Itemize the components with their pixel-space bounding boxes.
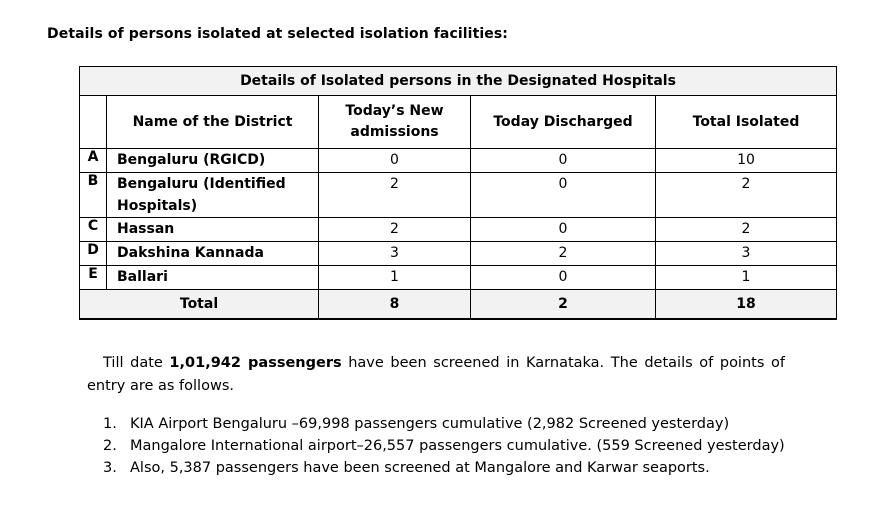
district-name: Dakshina Kannada xyxy=(106,241,319,266)
discharged-value: 0 xyxy=(470,265,656,290)
table-header-row: Name of the District Today’s New admissi… xyxy=(79,95,837,149)
discharged-value: 0 xyxy=(470,217,656,242)
discharged-value: 0 xyxy=(470,172,656,218)
district-name: Hassan xyxy=(106,217,319,242)
row-letter: E xyxy=(79,265,107,290)
discharged-header: Today Discharged xyxy=(470,95,656,149)
list-item-text: Mangalore International airport–26,557 p… xyxy=(130,438,785,454)
table-row: C Hassan 2 0 2 xyxy=(79,217,837,242)
list-item-text: KIA Airport Bengaluru –69,998 passengers… xyxy=(130,416,730,432)
paragraph-rest: have been screened in Karnataka. The det… xyxy=(87,355,785,394)
new-admissions-value: 3 xyxy=(318,241,471,266)
list-item: 2. Mangalore International airport–26,557… xyxy=(103,435,785,457)
row-letter: D xyxy=(79,241,107,266)
total-isolated-value: 10 xyxy=(655,148,837,173)
row-letter: A xyxy=(79,148,107,173)
new-admissions-value: 2 xyxy=(318,172,471,218)
list-item: 3. Also, 5,387 passengers have been scree… xyxy=(103,457,785,479)
list-item: 1. KIA Airport Bengaluru –69,998 passenge… xyxy=(103,413,785,435)
screening-paragraph: Till date 1,01,942 passengers have been … xyxy=(87,352,785,398)
table-row: E Ballari 1 0 1 xyxy=(79,265,837,290)
table-caption-row: Details of Isolated persons in the Desig… xyxy=(79,66,837,96)
entry-points-list: 1. KIA Airport Bengaluru –69,998 passenge… xyxy=(103,413,785,479)
row-letter: C xyxy=(79,217,107,242)
paragraph-intro: Till date xyxy=(103,355,170,371)
passenger-count: 1,01,942 passengers xyxy=(169,355,342,371)
total-isolated-value: 2 xyxy=(655,217,837,242)
new-admissions-value: 1 xyxy=(318,265,471,290)
table-row: A Bengaluru (RGICD) 0 0 10 xyxy=(79,148,837,173)
list-marker: 2. xyxy=(103,438,117,454)
section-heading: Details of persons isolated at selected … xyxy=(47,26,508,42)
list-marker: 1. xyxy=(103,416,117,432)
district-name: Bengaluru (RGICD) xyxy=(106,148,319,173)
table-row: B Bengaluru (Identified Hospitals) 2 0 2 xyxy=(79,172,837,218)
total-isolated: 18 xyxy=(655,289,837,320)
discharged-value: 0 xyxy=(470,148,656,173)
district-name: Bengaluru (Identified Hospitals) xyxy=(106,172,319,218)
total-new-admissions: 8 xyxy=(318,289,471,320)
isolation-table: Details of Isolated persons in the Desig… xyxy=(79,66,837,320)
row-letter: B xyxy=(79,172,107,218)
district-header: Name of the District xyxy=(106,95,319,149)
total-isolated-value: 1 xyxy=(655,265,837,290)
district-name: Ballari xyxy=(106,265,319,290)
total-label: Total xyxy=(79,289,319,320)
total-discharged: 2 xyxy=(470,289,656,320)
letter-header xyxy=(79,95,107,149)
list-item-text: Also, 5,387 passengers have been screene… xyxy=(130,460,710,476)
total-isolated-value: 3 xyxy=(655,241,837,266)
new-admissions-value: 0 xyxy=(318,148,471,173)
list-marker: 3. xyxy=(103,460,117,476)
new-admissions-header: Today’s New admissions xyxy=(318,95,471,149)
discharged-value: 2 xyxy=(470,241,656,266)
table-caption: Details of Isolated persons in the Desig… xyxy=(79,66,837,96)
table-row: D Dakshina Kannada 3 2 3 xyxy=(79,241,837,266)
total-isolated-value: 2 xyxy=(655,172,837,218)
total-row: Total 8 2 18 xyxy=(79,289,837,320)
new-admissions-value: 2 xyxy=(318,217,471,242)
total-isolated-header: Total Isolated xyxy=(655,95,837,149)
